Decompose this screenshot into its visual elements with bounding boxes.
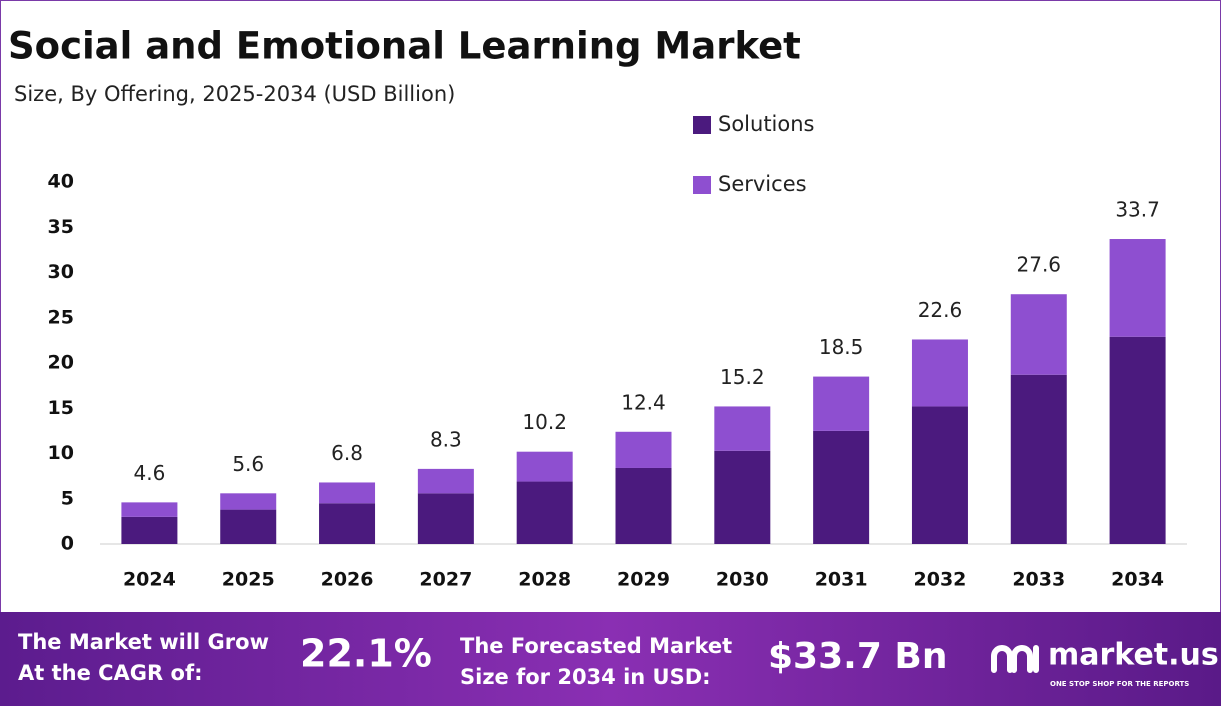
total-label: 12.4 — [621, 390, 666, 414]
x-tick-label: 2033 — [1012, 569, 1065, 591]
forecast-value: $33.7 Bn — [768, 636, 947, 677]
y-tick-label: 30 — [48, 261, 74, 283]
x-tick-label: 2027 — [419, 569, 472, 591]
bar-segment — [1010, 374, 1067, 544]
y-tick-label: 15 — [48, 397, 74, 419]
bar-segment — [911, 339, 968, 407]
y-tick-label: 20 — [48, 352, 74, 374]
total-label: 8.3 — [430, 427, 462, 451]
bar-segment — [615, 431, 672, 468]
total-label: 33.7 — [1115, 198, 1160, 222]
cagr-text: The Market will Grow — [18, 630, 269, 654]
footer: The Market will Grow At the CAGR of: 22.… — [18, 630, 1219, 689]
bar-segment — [516, 481, 573, 544]
brand: market.us — [1048, 638, 1219, 673]
y-tick-label: 0 — [61, 533, 74, 555]
total-label: 18.5 — [819, 335, 864, 359]
chart-subtitle: Size, By Offering, 2025-2034 (USD Billio… — [14, 82, 455, 106]
total-label: 27.6 — [1017, 253, 1062, 277]
x-tick-label: 2029 — [617, 569, 670, 591]
bar-segment — [813, 430, 870, 544]
bar-segment — [121, 502, 178, 517]
bar-segment — [516, 451, 573, 482]
bar-segment — [319, 503, 376, 544]
bar-segment — [813, 376, 870, 431]
bar-segment — [714, 406, 771, 451]
cagr-value: 22.1% — [300, 632, 432, 676]
legend-label: Solutions — [718, 112, 815, 136]
bar-segment — [220, 493, 277, 510]
y-tick-label: 5 — [61, 487, 74, 509]
y-tick-label: 40 — [48, 171, 74, 193]
bar-segment — [417, 468, 474, 494]
bar-segment — [319, 482, 376, 504]
bar-segment — [1109, 239, 1166, 337]
total-label: 10.2 — [522, 410, 567, 434]
total-label: 4.6 — [134, 461, 166, 485]
bar-segment — [911, 406, 968, 544]
legend-swatch — [693, 116, 711, 134]
total-label: 5.6 — [232, 452, 264, 476]
bar-segment — [714, 450, 771, 544]
bar-segment — [417, 493, 474, 544]
chart-title: Social and Emotional Learning Market — [8, 25, 801, 68]
total-label: 6.8 — [331, 441, 363, 465]
forecast-text: Size for 2034 in USD: — [460, 665, 711, 689]
y-tick-label: 35 — [48, 216, 74, 238]
legend-swatch — [693, 176, 711, 194]
cagr-text: At the CAGR of: — [18, 661, 203, 685]
bar-segment — [121, 516, 178, 544]
y-tick-label: 10 — [48, 442, 74, 464]
x-tick-label: 2024 — [123, 569, 176, 591]
total-label: 15.2 — [720, 365, 765, 389]
bar-segment — [1109, 336, 1166, 544]
legend-label: Services — [718, 172, 807, 196]
bar-segment — [220, 509, 277, 544]
footer-band — [0, 612, 1221, 706]
x-tick-label: 2032 — [914, 569, 967, 591]
forecast-text: The Forecasted Market — [460, 634, 732, 658]
x-tick-label: 2030 — [716, 569, 769, 591]
tagline: ONE STOP SHOP FOR THE REPORTS — [1050, 680, 1189, 688]
bar-segment — [615, 467, 672, 544]
x-tick-label: 2031 — [815, 569, 868, 591]
x-tick-label: 2028 — [518, 569, 571, 591]
x-tick-label: 2034 — [1111, 569, 1164, 591]
y-tick-label: 25 — [48, 306, 74, 328]
logo — [991, 645, 1039, 673]
total-label: 22.6 — [918, 298, 963, 322]
x-tick-label: 2026 — [321, 569, 374, 591]
bar-segment — [1010, 294, 1067, 375]
x-tick-label: 2025 — [222, 569, 275, 591]
